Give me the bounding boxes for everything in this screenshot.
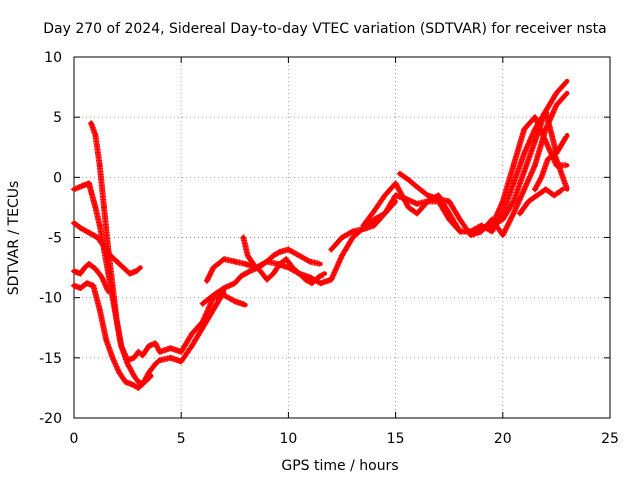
x-tick-label: 25 [601,431,619,447]
series-track-d [71,260,111,294]
series-track-e [71,280,154,391]
y-tick-label: 10 [44,50,62,66]
y-axis-label: SDTVAR / TECUs [6,181,22,296]
y-tick-labels: -20 -15 -10 -5 0 5 10 [39,50,62,427]
series-track-h [240,234,328,287]
x-tick-label: 10 [279,431,297,447]
series-track-j [360,114,570,235]
axis-ticks [73,56,611,419]
y-tick-label: -10 [39,291,62,307]
series-track-b [88,120,227,388]
y-tick-label: 5 [53,110,62,126]
x-tick-labels: 0 5 10 15 20 25 [70,431,619,447]
series-track-c [71,220,143,277]
series-track-n [531,150,570,193]
x-tick-label: 0 [70,431,79,447]
x-tick-label: 5 [177,431,186,447]
x-tick-label: 20 [494,431,512,447]
data-points [71,78,570,391]
chart-title: Day 270 of 2024, Sidereal Day-to-day VTE… [43,21,606,37]
series-track-f [203,246,323,284]
x-tick-label: 15 [387,431,405,447]
y-tick-label: -20 [39,411,62,427]
y-tick-label: -15 [39,351,62,367]
y-tick-label: -5 [48,231,62,247]
x-axis-label: GPS time / hours [281,458,398,474]
series-track-l [489,108,570,229]
y-tick-label: 0 [53,170,62,186]
